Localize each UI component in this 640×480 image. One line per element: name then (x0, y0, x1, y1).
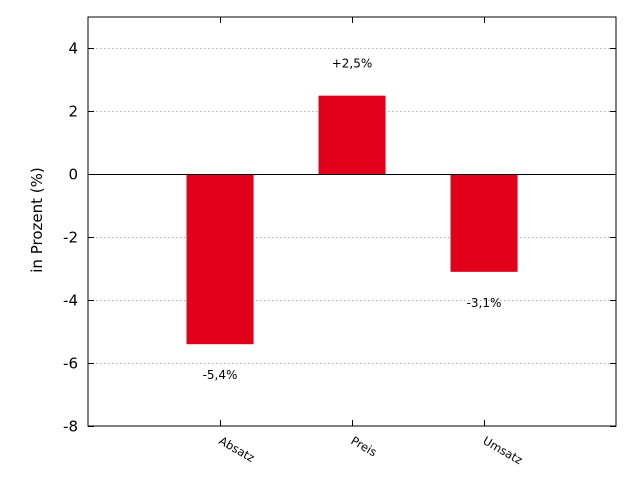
y-axis-title: in Prozent (%) (28, 167, 46, 272)
y-tick-label: -8 (63, 418, 78, 436)
y-tick-label: 0 (68, 166, 78, 184)
y-tick-label: -2 (63, 229, 78, 247)
y-tick-label: 2 (68, 103, 78, 121)
y-tick-label: -4 (63, 292, 78, 310)
bars (186, 95, 518, 345)
bar-umsatz (450, 174, 518, 272)
y-axis-ticks: 4 2 0 -2 -4 -6 -8 (63, 40, 616, 436)
plot-frame (87, 16, 617, 427)
bar-preis (318, 95, 386, 175)
data-label: +2,5% (332, 57, 373, 71)
bar-absatz (186, 174, 254, 345)
x-tick-label: Absatz (217, 433, 258, 465)
y-tick-label: -6 (63, 355, 78, 373)
data-label: -3,1% (467, 296, 502, 310)
x-tick-label: Preis (349, 433, 380, 459)
gridlines (88, 48, 616, 364)
data-labels: -5,4% +2,5% -3,1% (203, 57, 502, 383)
data-label: -5,4% (203, 368, 238, 382)
y-tick-label: 4 (68, 40, 78, 58)
x-tick-label: Umsatz (481, 433, 525, 467)
